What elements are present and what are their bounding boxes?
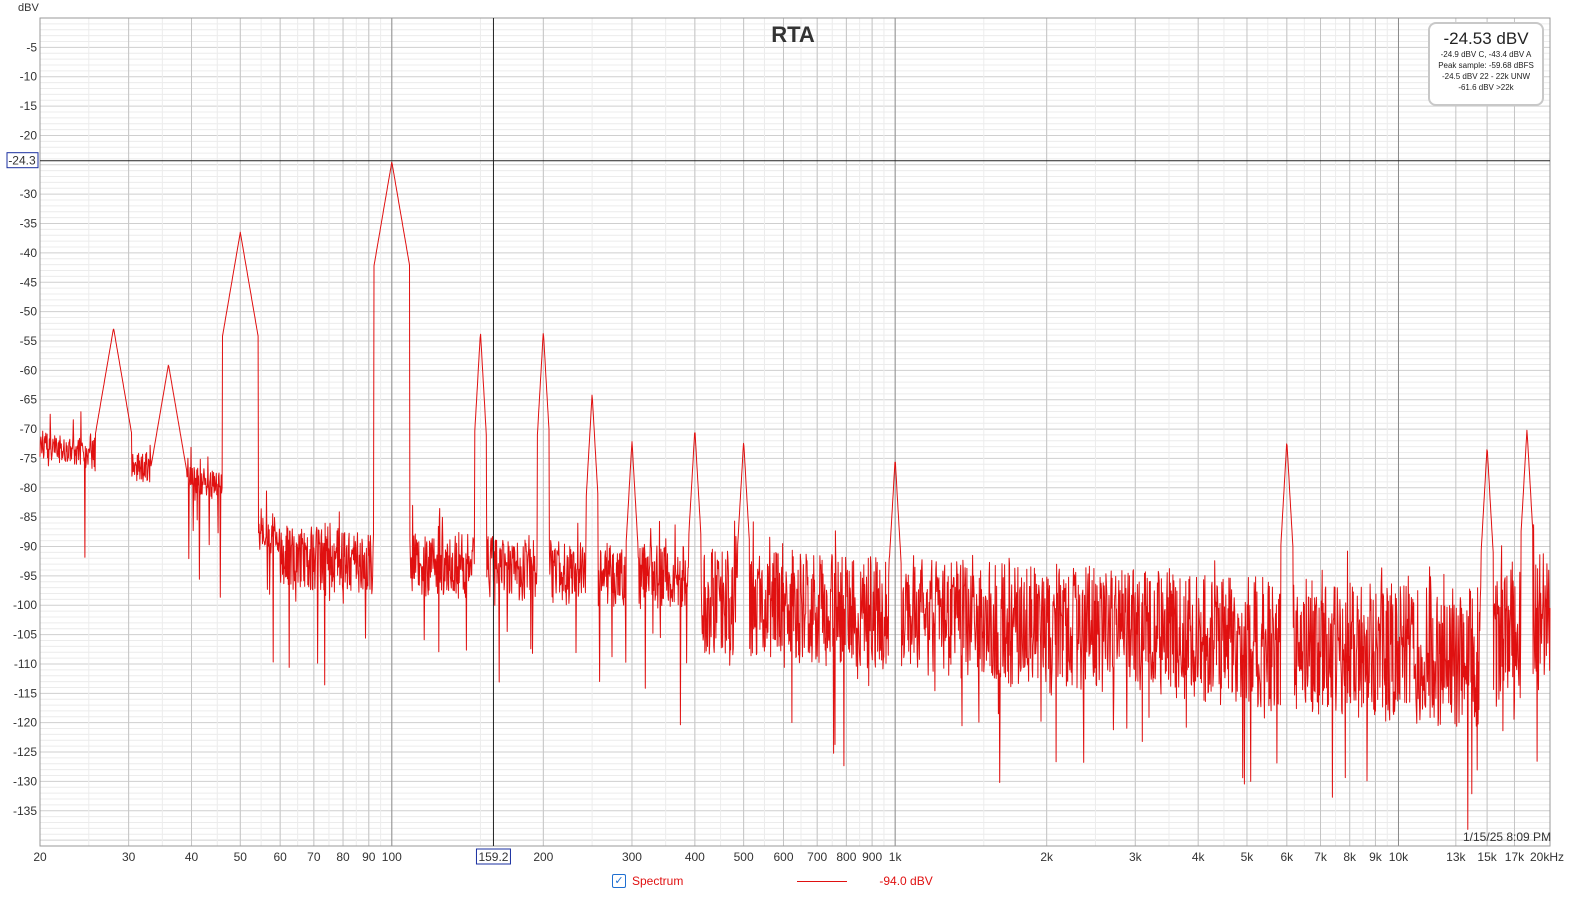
x-tick-label: 500 xyxy=(734,850,754,864)
level-readout-main: -24.53 dBV xyxy=(1443,29,1529,48)
y-tick-label: -120 xyxy=(13,716,37,730)
x-tick-label: 17k xyxy=(1505,850,1525,864)
y-tick-label: -90 xyxy=(20,540,38,554)
x-tick-label: 20 xyxy=(33,850,47,864)
y-tick-label: -40 xyxy=(20,246,38,260)
major-grid xyxy=(39,18,1551,846)
x-tick-label: 8k xyxy=(1343,850,1357,864)
cursor-y-readout: -24.3 xyxy=(6,152,39,169)
y-tick-label: -75 xyxy=(20,451,38,465)
y-tick-label: -95 xyxy=(20,569,38,583)
x-tick-label: 9k xyxy=(1369,850,1383,864)
y-tick-label: -5 xyxy=(26,40,37,54)
x-tick-label: 10k xyxy=(1389,850,1409,864)
x-tick-label: 7k xyxy=(1314,850,1328,864)
x-tick-label: 15k xyxy=(1477,850,1497,864)
svg-text:-24.3: -24.3 xyxy=(8,154,36,168)
level-readout-line: -61.6 dBV >22k xyxy=(1458,83,1514,92)
level-readout-line: -24.5 dBV 22 - 22k UNW xyxy=(1441,72,1531,81)
legend-series-name: Spectrum xyxy=(632,874,684,888)
x-tick-label: 5k xyxy=(1241,850,1255,864)
x-tick-label: 30 xyxy=(122,850,136,864)
y-tick-label: -105 xyxy=(13,628,37,642)
x-tick-label: 90 xyxy=(362,850,376,864)
level-readout-line: -24.9 dBV C, -43.4 dBV A xyxy=(1440,50,1532,59)
x-tick-label: 600 xyxy=(773,850,793,864)
x-tick-label: 200 xyxy=(533,850,553,864)
legend-series-value: -94.0 dBV xyxy=(879,874,933,888)
y-tick-label: -55 xyxy=(20,334,38,348)
y-tick-label: -50 xyxy=(20,305,38,319)
x-tick-label: 900 xyxy=(862,850,882,864)
legend-checkbox[interactable]: ✓ xyxy=(612,874,626,888)
x-tick-label: 13k xyxy=(1446,850,1466,864)
x-tick-label: 3k xyxy=(1129,850,1143,864)
y-tick-label: -115 xyxy=(14,686,37,700)
y-tick-label: -125 xyxy=(13,745,37,759)
x-tick-label: 40 xyxy=(185,850,199,864)
legend-line-swatch xyxy=(797,880,848,882)
chart-title: RTA xyxy=(771,22,815,47)
level-readout-panel: -24.53 dBV -24.9 dBV C, -43.4 dBV A Peak… xyxy=(1428,22,1544,106)
x-tick-labels: 20 30 40 50 60 70 80 90 100 200 300 400 500 600 700 800… xyxy=(33,850,1564,864)
y-tick-label: -70 xyxy=(20,422,38,436)
x-tick-label: 700 xyxy=(807,850,827,864)
cursor-x-readout: 159.2 xyxy=(475,848,511,865)
svg-text:159.2: 159.2 xyxy=(478,850,508,864)
x-tick-label: 2k xyxy=(1040,850,1054,864)
series-group xyxy=(39,161,1551,830)
x-tick-label: 400 xyxy=(685,850,705,864)
x-tick-label: 1k xyxy=(889,850,903,864)
x-tick-label: 60 xyxy=(273,850,287,864)
x-tick-label: 20kHz xyxy=(1530,850,1564,864)
y-tick-label: -110 xyxy=(14,657,37,671)
y-tick-label: -85 xyxy=(20,510,38,524)
y-tick-label: -135 xyxy=(13,804,37,818)
x-tick-label: 80 xyxy=(336,850,350,864)
y-tick-label: -130 xyxy=(13,774,37,788)
y-tick-label: -30 xyxy=(20,187,38,201)
y-tick-label: -100 xyxy=(13,598,37,612)
y-tick-labels: -5 -10 -15 -20 -30 -35 -40 -45 -50 -55 -60 -65 -70 -7… xyxy=(13,40,37,817)
x-tick-label: 100 xyxy=(382,850,402,864)
y-tick-label: -10 xyxy=(20,70,38,84)
x-tick-label: 50 xyxy=(234,850,248,864)
y-tick-label: -60 xyxy=(20,363,38,377)
x-tick-label: 300 xyxy=(622,850,642,864)
spectrum-line xyxy=(39,161,1551,830)
timestamp: 1/15/25 8:09 PM xyxy=(1463,830,1552,844)
x-tick-label: 70 xyxy=(307,850,321,864)
y-tick-label: -65 xyxy=(20,393,38,407)
x-tick-label: 800 xyxy=(836,850,856,864)
y-tick-label: -35 xyxy=(20,217,38,231)
y-axis-unit: dBV xyxy=(18,2,39,14)
y-tick-label: -20 xyxy=(20,128,38,142)
minor-grid xyxy=(39,18,1551,846)
level-readout-line: Peak sample: -59.68 dBFS xyxy=(1438,61,1534,70)
plot-frame xyxy=(39,17,1551,847)
y-tick-label: -45 xyxy=(20,275,38,289)
x-tick-label: 4k xyxy=(1192,850,1206,864)
y-tick-label: -15 xyxy=(20,99,38,113)
y-tick-label: -80 xyxy=(20,481,38,495)
legend: ✓ Spectrum -94.0 dBV xyxy=(612,873,933,889)
x-tick-label: 6k xyxy=(1280,850,1294,864)
